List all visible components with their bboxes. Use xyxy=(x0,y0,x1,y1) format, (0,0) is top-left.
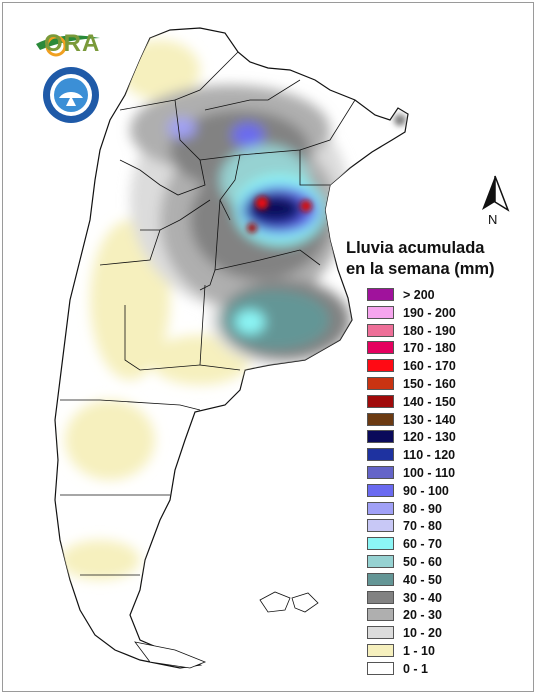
legend-label: 60 - 70 xyxy=(403,537,442,552)
legend-label: 30 - 40 xyxy=(403,590,442,605)
legend-swatch xyxy=(367,537,394,551)
legend-title-line1: Lluvia acumulada xyxy=(346,239,485,257)
legend-label: > 200 xyxy=(403,288,435,302)
legend-swatch xyxy=(367,590,394,604)
legend-label: 0 - 1 xyxy=(403,661,429,676)
legend-item: 180 - 190 xyxy=(367,323,517,339)
legend-label: 120 - 130 xyxy=(403,430,456,445)
ora-logo-text: ORA xyxy=(44,30,101,57)
legend-swatch xyxy=(367,323,394,337)
legend-item: 40 - 50 xyxy=(367,572,517,588)
legend-label: 170 - 180 xyxy=(403,341,456,356)
legend-swatch xyxy=(367,448,394,462)
legend-item: 70 - 80 xyxy=(367,518,517,534)
legend-item: 190 - 200 xyxy=(367,305,517,321)
legend-label: 10 - 20 xyxy=(403,626,442,641)
legend-swatch xyxy=(367,341,394,355)
legend-swatch xyxy=(367,626,394,640)
north-label: N xyxy=(488,212,497,226)
legend-item: 30 - 40 xyxy=(367,590,517,606)
legend-item: 1 - 10 xyxy=(367,643,517,659)
legend-label: 150 - 160 xyxy=(403,377,456,391)
legend-title: Lluvia acumulada en la semana (mm) xyxy=(346,238,526,280)
legend-label: 110 - 120 xyxy=(403,448,456,463)
legend-item: > 200 xyxy=(367,287,517,303)
legend-swatch xyxy=(367,555,394,568)
legend-swatch xyxy=(367,466,394,479)
legend-label: 100 - 110 xyxy=(403,466,456,480)
legend-item: 170 - 180 xyxy=(367,340,517,356)
legend-item: 100 - 110 xyxy=(367,465,517,481)
legend-swatch xyxy=(367,501,394,515)
legend-item: 80 - 90 xyxy=(367,501,517,517)
legend-label: 1 - 10 xyxy=(403,644,435,658)
province-borders xyxy=(60,51,356,576)
legend-label: 130 - 140 xyxy=(403,412,456,427)
legend-item: 130 - 140 xyxy=(367,412,517,428)
legend-label: 160 - 170 xyxy=(403,359,456,374)
legend-swatch xyxy=(367,661,394,675)
legend-title-line2: en la semana (mm) xyxy=(346,260,495,278)
north-arrow-icon: N xyxy=(482,175,510,226)
malvinas-islands xyxy=(259,591,319,613)
legend-swatch xyxy=(367,305,394,319)
legend-swatch xyxy=(367,430,394,444)
legend-swatch xyxy=(367,519,394,533)
legend-label: 90 - 100 xyxy=(403,483,449,498)
legend-item: 60 - 70 xyxy=(367,536,517,552)
legend-item: 50 - 60 xyxy=(367,554,517,570)
legend-item: 160 - 170 xyxy=(367,358,517,374)
legend-swatch xyxy=(367,359,394,373)
tierra-del-fuego xyxy=(134,641,207,669)
legend-label: 50 - 60 xyxy=(403,555,442,569)
legend-swatch xyxy=(367,394,394,408)
legend-item: 10 - 20 xyxy=(367,625,517,641)
legend-swatch xyxy=(367,377,394,390)
legend-label: 40 - 50 xyxy=(403,572,442,587)
legend-item: 140 - 150 xyxy=(367,394,517,410)
legend-label: 80 - 90 xyxy=(403,501,442,516)
smn-argentina-seal-icon xyxy=(43,67,99,123)
legend-swatch xyxy=(367,288,394,301)
legend-item: 0 - 1 xyxy=(367,661,517,677)
legend-swatch xyxy=(367,572,394,586)
legend-item: 90 - 100 xyxy=(367,483,517,499)
legend-swatch xyxy=(367,412,394,426)
legend-label: 190 - 200 xyxy=(403,305,456,320)
legend-swatch xyxy=(367,608,394,622)
legend-label: 180 - 190 xyxy=(403,323,456,338)
legend-label: 140 - 150 xyxy=(403,394,456,409)
legend-item: 20 - 30 xyxy=(367,607,517,623)
legend-item: 120 - 130 xyxy=(367,429,517,445)
legend-swatch xyxy=(367,644,394,657)
legend-item: 110 - 120 xyxy=(367,447,517,463)
legend-swatch xyxy=(367,483,394,497)
legend-label: 70 - 80 xyxy=(403,519,442,534)
legend-item: 150 - 160 xyxy=(367,376,517,392)
legend-label: 20 - 30 xyxy=(403,608,442,623)
ora-logo-icon xyxy=(36,35,100,57)
